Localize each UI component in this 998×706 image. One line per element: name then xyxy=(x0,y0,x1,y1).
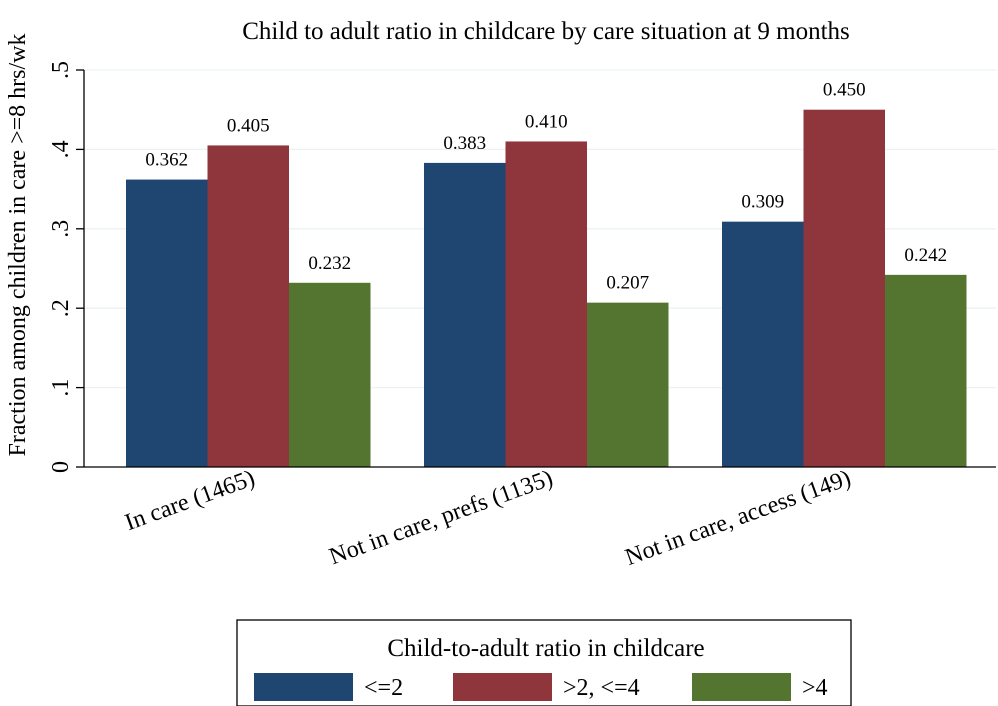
bar xyxy=(207,145,289,467)
y-tick-label: .3 xyxy=(48,220,74,238)
bar xyxy=(587,302,669,467)
legend-label: >2, <=4 xyxy=(563,675,640,701)
chart-title: Child to adult ratio in childcare by car… xyxy=(242,18,850,45)
legend-swatch xyxy=(254,673,353,701)
y-tick-label: .1 xyxy=(48,379,74,397)
legend-title: Child-to-adult ratio in childcare xyxy=(387,635,704,662)
y-tick-label: 0 xyxy=(48,461,74,473)
x-tick-label: Not in care, access (149) xyxy=(622,465,854,571)
bar-value-label: 0.207 xyxy=(606,273,649,294)
y-tick-label: .5 xyxy=(48,61,74,79)
x-tick-label: Not in care, prefs (1135) xyxy=(326,465,556,570)
bar-value-label: 0.362 xyxy=(145,150,188,171)
bar xyxy=(289,282,371,467)
legend-swatch xyxy=(453,673,552,701)
axes xyxy=(83,70,996,468)
x-ticks: In care (1465) Not in care, prefs (1135) N… xyxy=(122,465,855,571)
bar-value-label: 0.309 xyxy=(741,192,784,213)
bar xyxy=(505,141,587,467)
bar-value-label: 0.450 xyxy=(823,80,866,101)
legend-label: <=2 xyxy=(364,675,403,701)
bars: 0.362 0.383 0.309 0.405 0.410 0.450 0.232 0.207… xyxy=(126,80,967,467)
y-tick-label: .2 xyxy=(48,299,74,317)
bar xyxy=(424,162,506,467)
legend: Child-to-adult ratio in childcare <=2 >2,… xyxy=(236,619,852,706)
bar xyxy=(722,221,804,467)
bar xyxy=(126,179,208,467)
y-ticks: 0 .1 .2 .3 .4 .5 xyxy=(48,61,84,473)
bar xyxy=(885,274,967,467)
x-tick-label: In care (1465) xyxy=(122,465,259,536)
legend-swatch xyxy=(692,673,791,701)
bar-value-label: 0.242 xyxy=(904,245,947,266)
bar-value-label: 0.410 xyxy=(525,111,568,132)
legend-items: <=2 >2, <=4 >4 xyxy=(254,673,828,701)
y-axis-label: Fraction among children in care >=8 hrs/… xyxy=(5,34,31,457)
bar-value-label: 0.383 xyxy=(443,133,486,154)
bar-value-label: 0.405 xyxy=(227,115,270,136)
y-tick-label: .4 xyxy=(48,140,74,158)
legend-label: >4 xyxy=(802,675,828,701)
bar-value-label: 0.232 xyxy=(308,253,351,274)
bar xyxy=(803,109,885,467)
